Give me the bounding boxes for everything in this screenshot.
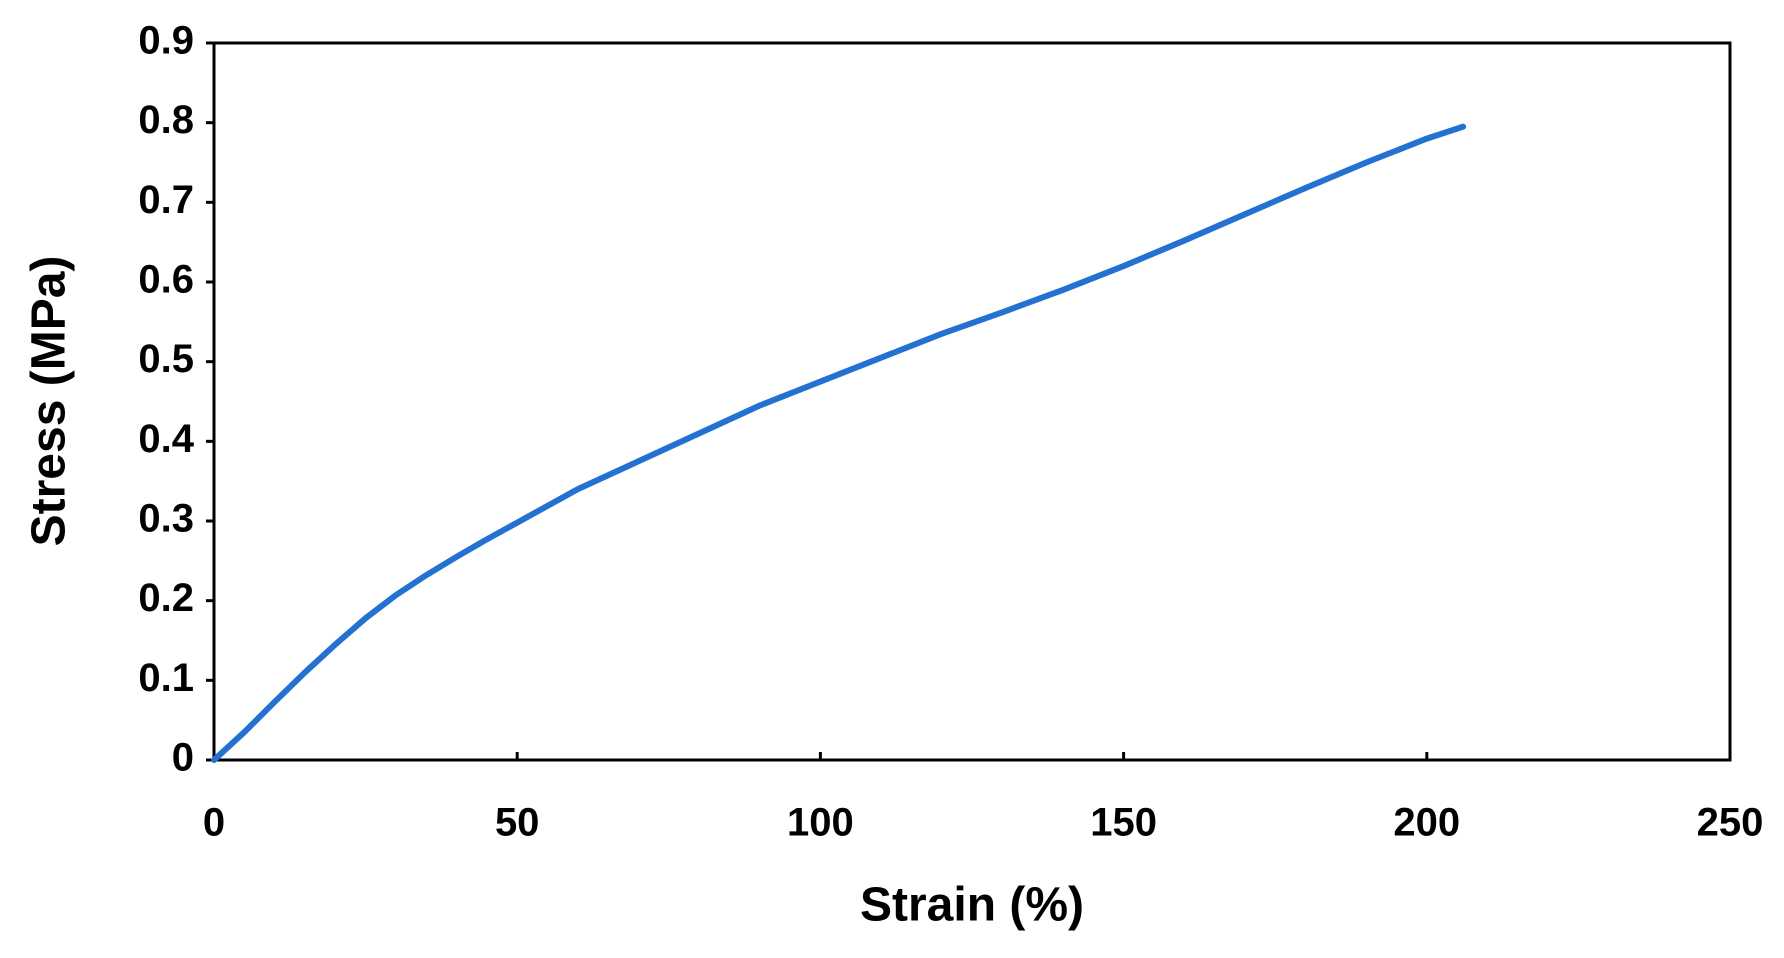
y-tick-label: 0: [172, 736, 194, 780]
x-tick-label: 100: [787, 801, 854, 845]
y-tick-label: 0.7: [138, 178, 194, 222]
y-tick-label: 0.9: [138, 19, 194, 63]
data-line: [211, 123, 1467, 763]
y-tick-label: 0.2: [138, 576, 194, 620]
x-tick-label: 50: [495, 801, 540, 845]
x-tick-label: 150: [1090, 801, 1157, 845]
y-tick-label: 0.4: [138, 417, 194, 461]
y-axis-title: Stress (MPa): [23, 256, 76, 547]
y-tick-label: 0.1: [138, 656, 194, 700]
x-tick-label: 200: [1393, 801, 1460, 845]
x-tick-label: 250: [1697, 801, 1764, 845]
y-tick-label: 0.6: [138, 258, 194, 302]
y-tick-label: 0.3: [138, 497, 194, 541]
x-axis-title: Strain (%): [860, 879, 1084, 932]
y-tick-label: 0.5: [138, 337, 194, 381]
plot-frame: [212, 41, 1732, 762]
y-tick-label: 0.8: [138, 98, 194, 142]
x-tick-label: 0: [203, 801, 225, 845]
